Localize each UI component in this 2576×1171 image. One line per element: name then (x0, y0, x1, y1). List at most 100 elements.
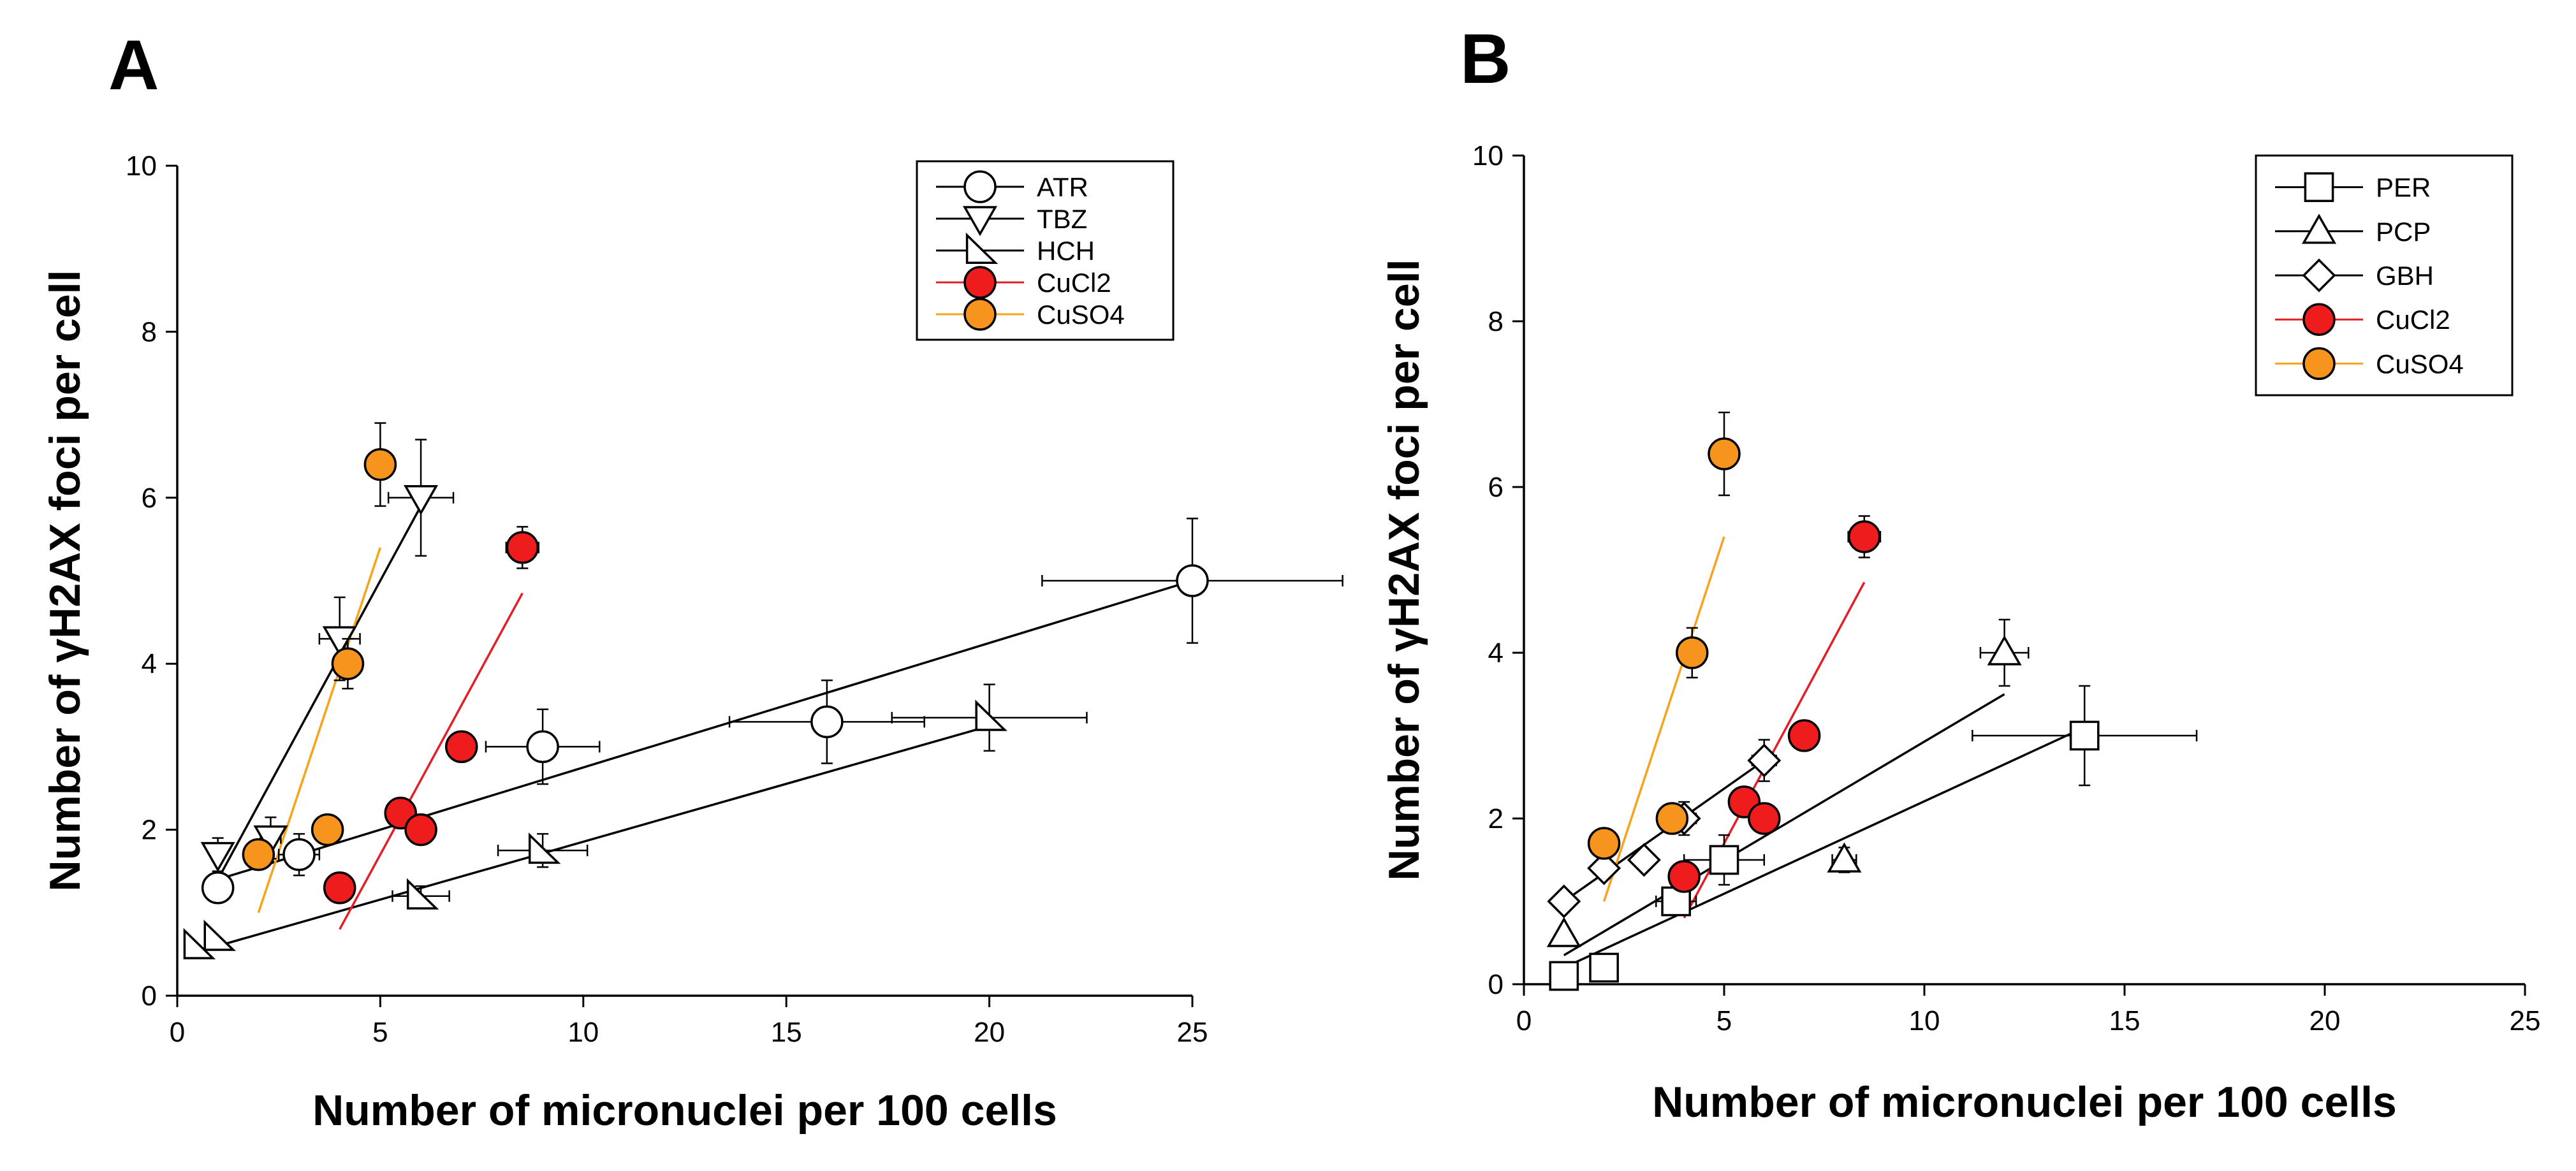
x-axis-title: Number of micronuclei per 100 cells (1652, 1078, 2397, 1126)
data-point-cucl2 (1787, 719, 1821, 752)
panel-a: A 0 5 10 15 20 25 0 2 4 6 8 10 Number of micronuclei … (41, 26, 1343, 1135)
series-pcp (1546, 618, 2030, 947)
legend-marker-pcp (2301, 214, 2337, 244)
legend-marker-gbh (2302, 258, 2336, 293)
data-point-per (2069, 720, 2100, 751)
data-point-cuso4 (1655, 802, 1689, 835)
series-tbz (200, 439, 455, 873)
panel-letter: B (1460, 20, 1511, 98)
x-tick-label: 25 (2510, 1005, 2541, 1036)
legend-label-hch: HCH (1037, 236, 1095, 266)
y-tick-label: 4 (142, 648, 157, 680)
series-per (1549, 685, 2198, 991)
x-axis-title: Number of micronuclei per 100 cells (312, 1086, 1057, 1135)
data-point-tbz (404, 485, 439, 516)
data-point-per (1549, 961, 1579, 991)
y-axis-title: Number of γH2AX foci per cell (1380, 259, 1428, 881)
legend-label-pcp: PCP (2376, 217, 2431, 247)
y-tick-label: 8 (1488, 306, 1504, 337)
y-tick-label: 2 (1488, 803, 1504, 834)
data-point-atr (201, 871, 235, 905)
data-point-cuso4 (1708, 437, 1741, 470)
data-point-cuso4 (363, 447, 397, 481)
fit-line-atr (217, 579, 1193, 881)
data-point-cucl2 (323, 871, 356, 905)
data-point-gbh (1547, 884, 1581, 919)
legend-marker-cucl2 (2302, 303, 2336, 336)
y-axis-title: Number of γH2AX foci per cell (41, 270, 89, 892)
data-point-hch (406, 878, 439, 910)
data-point-gbh (1747, 743, 1782, 778)
legend-label-atr: ATR (1037, 172, 1088, 202)
x-tick-label: 20 (974, 1017, 1005, 1048)
data-point-gbh (1587, 851, 1621, 885)
panel-letter: A (108, 26, 159, 105)
legend-marker-per (2304, 172, 2334, 202)
data-point-hch (183, 927, 216, 959)
x-tick-label: 20 (2309, 1005, 2341, 1036)
x-tick-label: 15 (2109, 1005, 2141, 1036)
fit-line-hch (217, 725, 990, 947)
data-point-cuso4 (331, 647, 365, 680)
data-point-pcp (1546, 917, 1581, 947)
x-tick-label: 0 (170, 1017, 185, 1048)
legend-label-cucl2: CuCl2 (2376, 305, 2450, 335)
legend-label-cuso4: CuSO4 (1037, 300, 1125, 330)
data-point-tbz (200, 841, 235, 873)
legend-marker-tbz (962, 206, 998, 236)
data-point-per (1709, 845, 1739, 875)
x-tick-label: 5 (1716, 1005, 1732, 1036)
series-cuso4 (1587, 411, 1741, 860)
series-cucl2 (323, 526, 540, 905)
x-tick-label: 0 (1516, 1005, 1532, 1036)
y-tick-label: 10 (126, 150, 157, 182)
data-point-per (1589, 952, 1619, 983)
data-point-hch (975, 699, 1007, 731)
legend: PER PCP GBH CuCl2 CuSO4 (2255, 154, 2514, 396)
data-point-atr (282, 838, 316, 871)
fit-line-cucl2 (339, 592, 523, 930)
series-cucl2 (1667, 515, 1882, 893)
data-point-cucl2 (1667, 860, 1701, 893)
y-tick-label: 8 (142, 316, 157, 347)
data-point-pcp (1827, 842, 1862, 873)
data-point-atr (1176, 564, 1209, 597)
data-point-cucl2 (506, 531, 539, 564)
panel-b: B 0 5 10 15 20 25 0 2 4 6 8 10 Number of micronuclei … (1380, 20, 2540, 1126)
data-point-cuso4 (1587, 827, 1621, 860)
legend-marker-cuso4 (963, 298, 997, 331)
legend-label-per: PER (2376, 173, 2431, 203)
legend-marker-atr (963, 170, 997, 203)
data-point-cuso4 (311, 813, 344, 847)
legend-label-cucl2: CuCl2 (1037, 268, 1111, 298)
x-tick-label: 10 (567, 1017, 599, 1048)
y-tick-label: 6 (1488, 472, 1504, 503)
data-point-atr (810, 705, 844, 739)
legend-label-gbh: GBH (2376, 261, 2434, 291)
fit-line-per (1563, 726, 2085, 969)
x-tick-label: 25 (1177, 1017, 1208, 1048)
data-point-cucl2 (1848, 520, 1881, 553)
legend-marker-hch (965, 232, 999, 264)
y-tick-label: 0 (1488, 969, 1504, 1000)
series-atr (201, 518, 1343, 905)
data-point-cuso4 (1676, 636, 1709, 669)
y-tick-label: 0 (142, 980, 157, 1012)
x-tick-label: 15 (771, 1017, 802, 1048)
data-point-pcp (1987, 635, 2022, 666)
series-hch (183, 683, 1088, 959)
fit-line-pcp (1563, 693, 2005, 957)
data-point-hch (528, 833, 561, 864)
legend-label-tbz: TBZ (1037, 204, 1087, 234)
data-point-atr (526, 730, 559, 764)
data-point-cucl2 (404, 813, 437, 847)
data-point-gbh (1627, 843, 1661, 877)
y-tick-label: 10 (1472, 140, 1504, 171)
data-point-cuso4 (242, 838, 275, 871)
legend-label-cuso4: CuSO4 (2376, 349, 2464, 379)
y-tick-label: 6 (142, 483, 157, 514)
data-point-hch (203, 919, 236, 951)
